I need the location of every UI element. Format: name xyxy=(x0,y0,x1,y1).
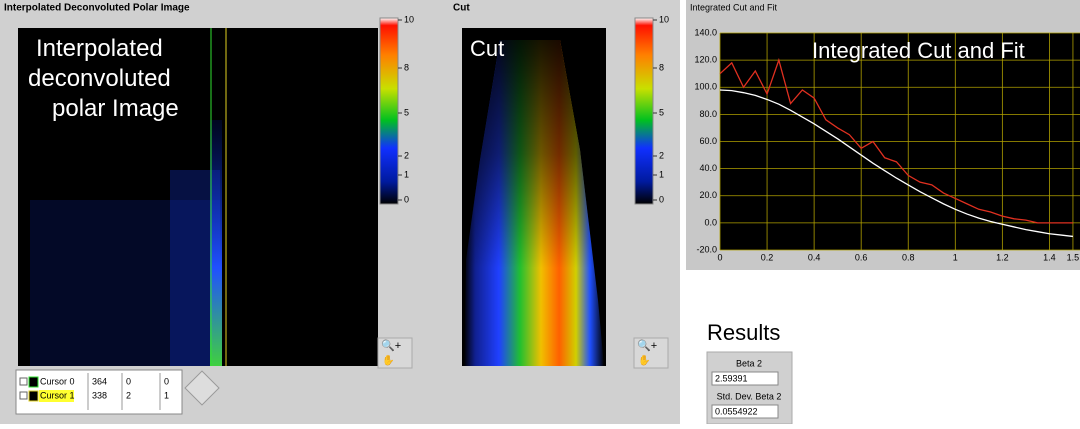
y-tick-label: 120.0 xyxy=(694,55,717,65)
results-fields: Beta 2 2.59391 Std. Dev. Beta 2 0.0554922 xyxy=(711,358,782,419)
x-tick-label: 0 xyxy=(717,252,722,262)
pan-icon[interactable]: ✋ xyxy=(382,354,394,367)
colorbar-label: 10 xyxy=(404,14,414,24)
y-tick-label: 60.0 xyxy=(699,136,717,146)
colorbar xyxy=(379,17,399,205)
cursor-rows: Cursor 0 364 0 0 Cursor 1 338 2 1 xyxy=(19,373,169,410)
y-tick-label: 20.0 xyxy=(699,190,717,200)
colorbar-label: 0 xyxy=(659,194,664,204)
image-display xyxy=(18,28,378,366)
y-tick-label: -20.0 xyxy=(696,244,717,254)
cursor-swatch xyxy=(28,390,39,402)
x-tick-label: 1.4 xyxy=(1043,252,1056,262)
y-tick-label: 0.0 xyxy=(704,217,717,227)
cursor-cell: 338 xyxy=(92,390,107,400)
graph: 140.0120.0100.080.060.040.020.00.0-20.00… xyxy=(694,27,1080,262)
field-value: 0.0554922 xyxy=(715,406,758,416)
field-label: Beta 2 xyxy=(736,358,762,368)
zoom-tools[interactable] xyxy=(633,337,669,369)
zoom-tools[interactable] xyxy=(377,337,413,369)
field-box xyxy=(711,404,779,419)
image-overlay-1: Interpolated deconvoluted polar Image xyxy=(28,35,179,122)
field-value: 2.59391 xyxy=(715,373,748,383)
cursor-move-button[interactable] xyxy=(184,370,220,406)
colorbar-label: 10 xyxy=(659,14,669,24)
pan-icon[interactable]: ✋ xyxy=(638,354,650,367)
overlay-text: deconvoluted xyxy=(28,65,171,92)
image-overlay: Cut xyxy=(470,36,504,61)
cursor-highlight xyxy=(39,390,74,402)
expand-box xyxy=(19,377,28,386)
panel-title: Cut xyxy=(453,3,470,14)
x-tick-label: 0.4 xyxy=(808,252,821,262)
data-line xyxy=(719,57,1073,224)
cursor-cell: 364 xyxy=(92,376,107,386)
image-stripe xyxy=(210,120,222,366)
colorbar-label: 2 xyxy=(404,150,409,160)
graph-overlay: Integrated Cut and Fit xyxy=(812,38,1025,63)
cursor-cell: 1 xyxy=(164,390,169,400)
y-tick-label: 80.0 xyxy=(699,109,717,119)
y-tick-label: 100.0 xyxy=(694,82,717,92)
panel-title: Interpolated Deconvoluted Polar Image xyxy=(4,3,190,14)
field-label: Std. Dev. Beta 2 xyxy=(717,391,782,401)
graph-title: Integrated Cut and Fit xyxy=(690,2,778,12)
zoom-icon[interactable]: 🔍+ xyxy=(381,338,401,352)
x-tick-label: 1.2 xyxy=(996,252,1009,262)
data-line xyxy=(719,89,1074,238)
colorbar-label: 1 xyxy=(404,169,409,179)
cut-heatmap-fade xyxy=(464,40,604,366)
colorbar-label: 1 xyxy=(659,169,664,179)
x-tick-label: 1 xyxy=(953,252,958,262)
cursor-cell: 0 xyxy=(126,376,131,386)
colorbar-label: 0 xyxy=(404,194,409,204)
colorbar-label: 8 xyxy=(404,62,409,72)
x-tick-label: 0.6 xyxy=(855,252,868,262)
cursor-swatch xyxy=(28,376,39,388)
cursor-mover[interactable] xyxy=(184,370,220,406)
colorbar-label: 5 xyxy=(659,107,664,117)
overlay-text: polar Image xyxy=(52,95,179,122)
results-title: Results xyxy=(707,320,780,345)
x-tick-label: 1.5 xyxy=(1067,252,1080,262)
x-tick-label: 0.8 xyxy=(902,252,915,262)
field-box xyxy=(711,371,779,386)
image-noise xyxy=(30,200,220,366)
y-tick-label: 140.0 xyxy=(694,27,717,37)
colorbar-label: 8 xyxy=(659,62,664,72)
cursor-cell: 2 xyxy=(126,390,131,400)
colorbar-label: 2 xyxy=(659,150,664,160)
x-tick-label: 0.2 xyxy=(761,252,774,262)
y-tick-label: 40.0 xyxy=(699,163,717,173)
cursor-cell: Cursor 0 xyxy=(40,376,75,386)
expand-box xyxy=(19,391,28,400)
colorbar xyxy=(634,17,654,205)
cursor-cell: Cursor 1 xyxy=(40,390,75,400)
zoom-icon[interactable]: 🔍+ xyxy=(637,338,657,352)
overlay-text: Interpolated xyxy=(36,35,163,62)
colorbar-label: 5 xyxy=(404,107,409,117)
cursor-cell: 0 xyxy=(164,376,169,386)
